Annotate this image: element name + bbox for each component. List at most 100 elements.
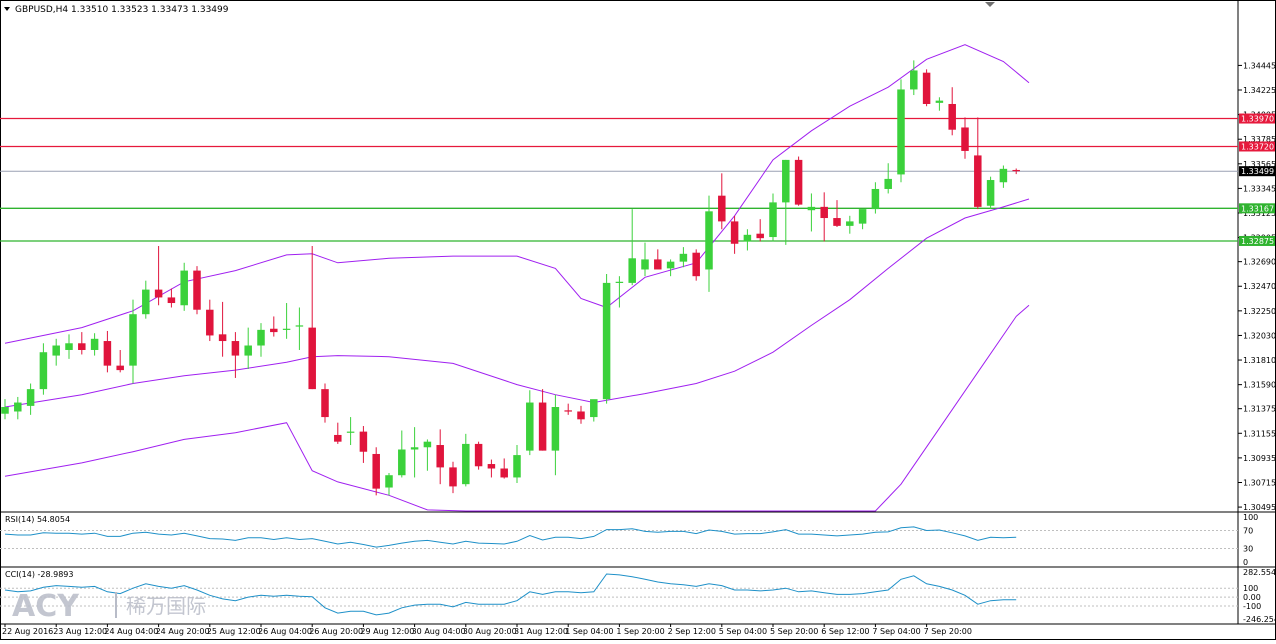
time-tick-label: 2 Sep 12:00 — [668, 627, 716, 636]
price-tick-label: 1.33565 — [1243, 160, 1276, 169]
candle — [385, 472, 393, 496]
current-price-box — [1239, 166, 1275, 177]
candle-body — [334, 434, 342, 442]
candle-body — [14, 402, 22, 412]
candle-body — [948, 103, 956, 130]
time-tick-label: 1 Sep 04:00 — [565, 627, 613, 636]
candle-body — [282, 328, 291, 330]
candle-body — [666, 261, 675, 269]
time-tick-label: 26 Aug 20:00 — [309, 627, 363, 636]
candle — [78, 332, 86, 355]
scroll-marker-icon[interactable] — [985, 2, 995, 7]
horizontal-levels[interactable] — [0, 117, 1238, 242]
candle-body — [615, 281, 624, 283]
candle-body — [487, 464, 496, 469]
candle-body — [308, 327, 316, 390]
time-tick-label: 30 Aug 20:00 — [463, 627, 517, 636]
candle — [935, 97, 944, 111]
candle — [103, 330, 112, 373]
candle-body — [410, 447, 419, 450]
candle — [26, 383, 35, 415]
candle-body — [935, 100, 944, 103]
candle-body — [794, 159, 803, 205]
candle-body — [231, 341, 240, 356]
candle-body — [90, 338, 99, 350]
candle — [359, 426, 368, 463]
candle-body — [1012, 169, 1020, 172]
rsi-scale-label: 100 — [1243, 513, 1258, 522]
candle-body — [628, 258, 636, 283]
candle — [564, 403, 572, 415]
candle — [90, 333, 99, 356]
dropdown-arrow-icon[interactable] — [4, 7, 10, 11]
candle — [500, 458, 508, 479]
price-tick-label: 1.31375 — [1243, 405, 1276, 414]
price-axis[interactable]: 1.344451.342251.340051.337851.335651.333… — [1238, 61, 1276, 512]
price-tick-label: 1.33125 — [1243, 209, 1276, 218]
price-tick-label: 1.32470 — [1243, 282, 1276, 291]
rsi-pane: 100 70 30 0 RSI(14) 54.8054 — [0, 513, 1258, 567]
candle-body — [897, 89, 905, 175]
candle — [769, 193, 777, 242]
price-tick-label: 1.34445 — [1243, 61, 1276, 70]
candle — [231, 332, 240, 378]
candle-body — [564, 410, 572, 412]
candle-body — [295, 325, 304, 327]
rsi-scale-label: 30 — [1243, 545, 1253, 554]
candle — [807, 193, 816, 232]
time-tick-label: 30 Aug 04:00 — [412, 627, 466, 636]
candle-body — [180, 270, 188, 306]
price-tick-label: 1.31590 — [1243, 381, 1276, 390]
rsi-label: RSI(14) 54.8054 — [5, 515, 70, 524]
candle-body — [103, 341, 112, 366]
price-tick-label: 1.33785 — [1243, 135, 1276, 144]
candle — [308, 245, 316, 390]
level-label: 1.32875 — [1241, 237, 1274, 246]
candle-body — [129, 314, 137, 366]
candle — [372, 447, 380, 496]
candle-body — [270, 328, 278, 333]
candle-body — [167, 297, 176, 304]
candle-body — [193, 270, 201, 310]
candle-body — [321, 389, 329, 418]
candle — [871, 182, 880, 214]
candle-body — [142, 289, 150, 315]
candle-body — [257, 329, 265, 346]
level-label-box — [1239, 113, 1275, 124]
candle — [551, 394, 560, 476]
candle-body — [807, 206, 816, 211]
price-tick-label: 1.32690 — [1243, 258, 1276, 267]
candle — [295, 307, 304, 350]
candle-body — [858, 209, 867, 224]
candle — [730, 215, 739, 254]
candle — [526, 390, 534, 456]
time-tick-label: 5 Sep 20:00 — [770, 627, 818, 636]
time-tick-label: 7 Sep 20:00 — [924, 627, 972, 636]
level-label: 1.33970 — [1241, 115, 1274, 124]
candle — [884, 163, 892, 194]
candle-body — [782, 159, 790, 203]
cci-scale-label: 0.00 — [1243, 593, 1261, 602]
candle — [449, 461, 457, 494]
candle — [462, 433, 470, 487]
candle-body — [218, 334, 227, 342]
candle — [820, 192, 828, 242]
candle-body — [820, 206, 828, 219]
time-tick-label: 6 Sep 12:00 — [821, 627, 869, 636]
candle — [999, 165, 1008, 188]
candle — [910, 60, 918, 96]
candle — [948, 87, 956, 136]
cci-scale-label: 100 — [1243, 584, 1258, 593]
candle — [679, 247, 688, 268]
candle — [743, 229, 752, 251]
time-tick-label: 7 Sep 04:00 — [872, 627, 920, 636]
candle-body — [346, 431, 355, 433]
time-tick-label: 24 Aug 20:00 — [156, 627, 210, 636]
candle — [39, 343, 48, 395]
candle — [321, 383, 329, 423]
rsi-scale-label: 70 — [1243, 527, 1253, 536]
